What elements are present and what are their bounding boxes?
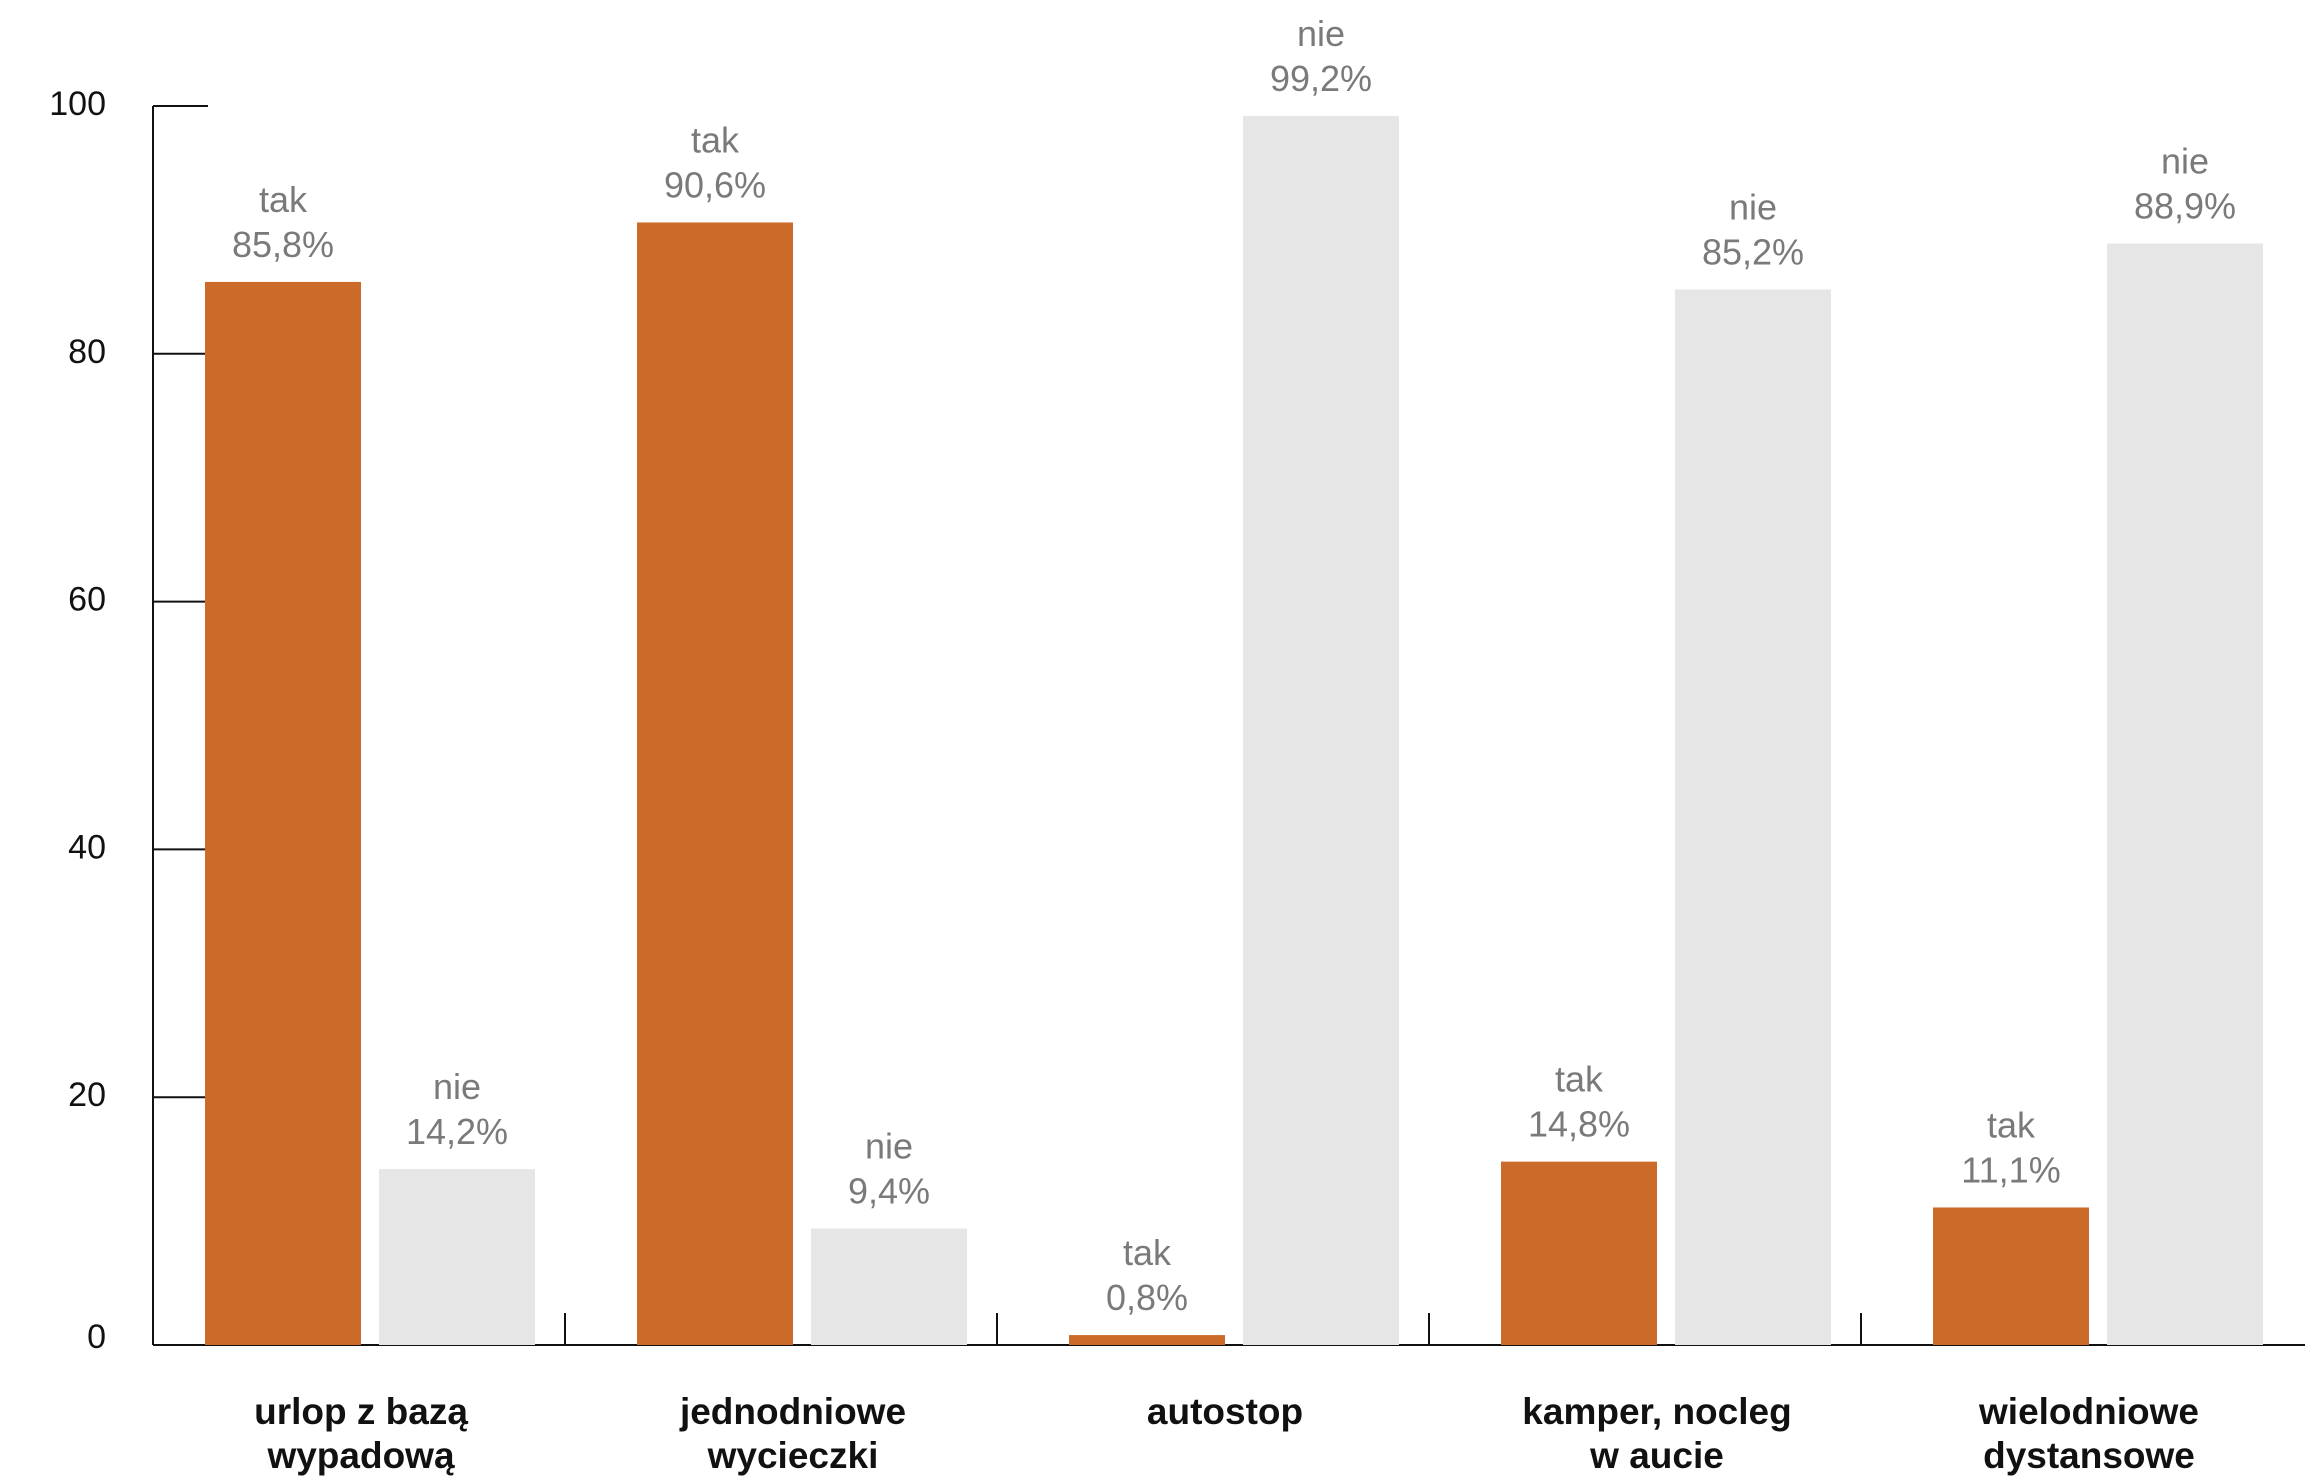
bar-value-label: 11,1% — [1961, 1149, 2060, 1190]
bar-series-label: tak — [1555, 1059, 1604, 1100]
bar-tak — [637, 222, 793, 1345]
bar-tak — [1069, 1335, 1225, 1345]
bar-series-label: tak — [259, 179, 308, 220]
bar-value-label: 9,4% — [848, 1171, 930, 1212]
category-label: wypadową — [266, 1435, 455, 1476]
category-label: wielodniowe — [1978, 1391, 2199, 1432]
bar-tak — [1933, 1207, 2089, 1345]
bar-nie — [1675, 289, 1831, 1345]
bar-nie — [2107, 243, 2263, 1345]
y-tick-label: 80 — [68, 333, 106, 371]
bar-value-label: 85,2% — [1702, 231, 1804, 272]
bar-nie — [379, 1169, 535, 1345]
bar-series-label: tak — [1987, 1104, 2036, 1145]
bar-series-label: nie — [1729, 186, 1777, 227]
category-label: wycieczki — [707, 1435, 879, 1476]
bar-value-label: 85,8% — [232, 224, 334, 265]
category-label: jednodniowe — [679, 1391, 906, 1432]
bar-series-label: nie — [865, 1126, 913, 1167]
category-label: kamper, nocleg — [1522, 1391, 1791, 1432]
y-tick-label: 100 — [49, 85, 106, 123]
bar-series-label: nie — [433, 1066, 481, 1107]
bar-value-label: 14,8% — [1528, 1104, 1630, 1145]
y-tick-label: 0 — [87, 1318, 106, 1356]
bar-value-label: 14,2% — [406, 1111, 508, 1152]
y-tick-label: 40 — [68, 828, 106, 866]
bar-nie — [1243, 115, 1399, 1346]
bar-series-label: nie — [1297, 13, 1345, 54]
y-tick-label: 60 — [68, 581, 106, 619]
y-tick-label: 20 — [68, 1076, 106, 1114]
category-label: autostop — [1147, 1391, 1303, 1432]
bar-series-label: tak — [1123, 1232, 1172, 1273]
category-label: urlop z bazą — [254, 1391, 468, 1432]
bar-value-label: 0,8% — [1106, 1277, 1188, 1318]
category-label: w aucie — [1589, 1435, 1724, 1476]
bar-series-label: nie — [2161, 141, 2209, 182]
bar-tak — [205, 281, 361, 1345]
bar-series-label: tak — [691, 119, 740, 160]
category-label: dystansowe — [1983, 1435, 2195, 1476]
bar-value-label: 88,9% — [2134, 186, 2236, 227]
bar-value-label: 99,2% — [1270, 58, 1372, 99]
bar-tak — [1501, 1161, 1657, 1345]
bar-value-label: 90,6% — [664, 164, 766, 205]
bar-nie — [811, 1228, 967, 1345]
